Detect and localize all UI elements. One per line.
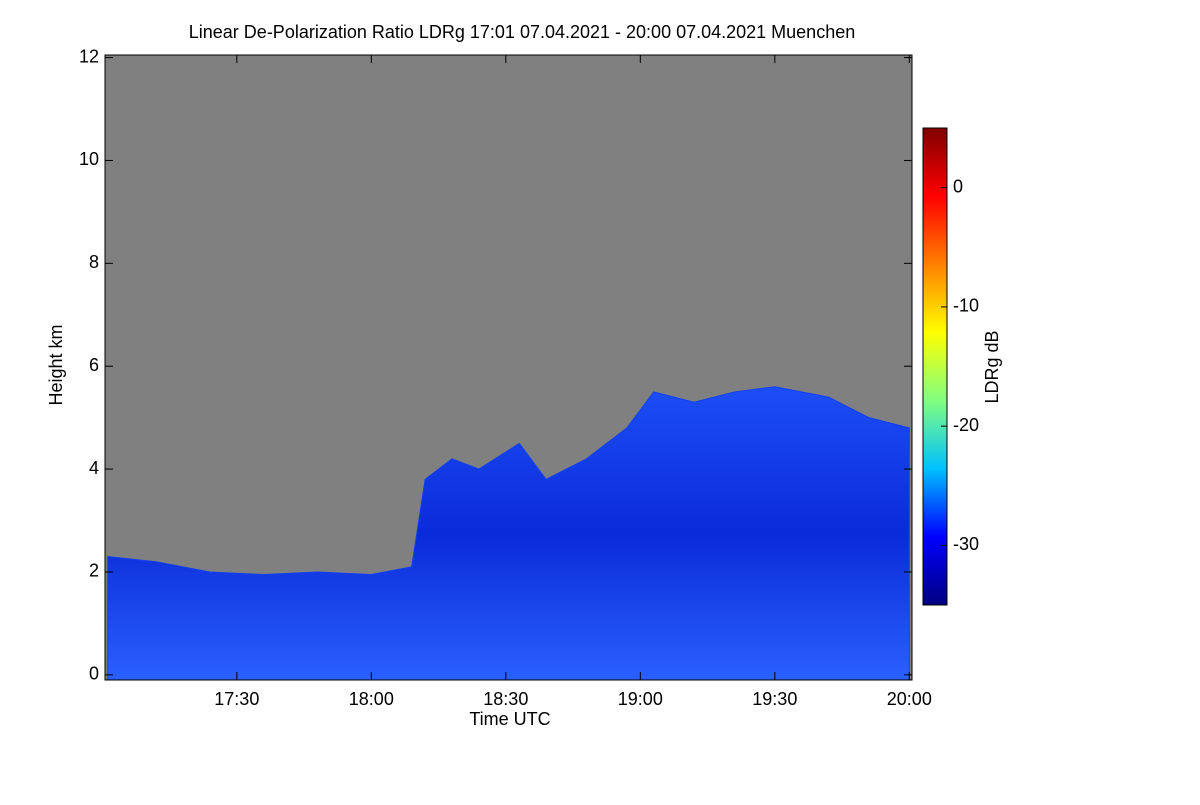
chart-title: Linear De-Polarization Ratio LDRg 17:01 … (189, 22, 855, 42)
colorbar (922, 127, 948, 606)
x-tick-label: 18:30 (483, 689, 528, 709)
x-tick-label: 17:30 (214, 689, 259, 709)
plot-frame (104, 54, 913, 681)
y-tick-label: 0 (89, 664, 99, 684)
colorbar-tick-label: 0 (953, 176, 963, 196)
colorbar-label: LDRg dB (982, 330, 1002, 403)
y-tick-label: 2 (89, 561, 99, 581)
colorbar-tick-label: -10 (953, 296, 979, 316)
colorbar-tick-label: -30 (953, 534, 979, 554)
y-tick-label: 12 (79, 46, 99, 66)
y-tick-label: 8 (89, 252, 99, 272)
x-tick-label: 18:00 (349, 689, 394, 709)
x-axis-label: Time UTC (469, 709, 550, 729)
y-tick-label: 4 (89, 458, 99, 478)
y-tick-label: 6 (89, 355, 99, 375)
y-axis-label: Height km (46, 324, 66, 405)
x-tick-label: 19:00 (618, 689, 663, 709)
x-tick-label: 20:00 (887, 689, 932, 709)
colorbar-tick-label: -20 (953, 415, 979, 435)
y-tick-label: 10 (79, 149, 99, 169)
x-tick-label: 19:30 (752, 689, 797, 709)
signal-area (107, 386, 910, 681)
